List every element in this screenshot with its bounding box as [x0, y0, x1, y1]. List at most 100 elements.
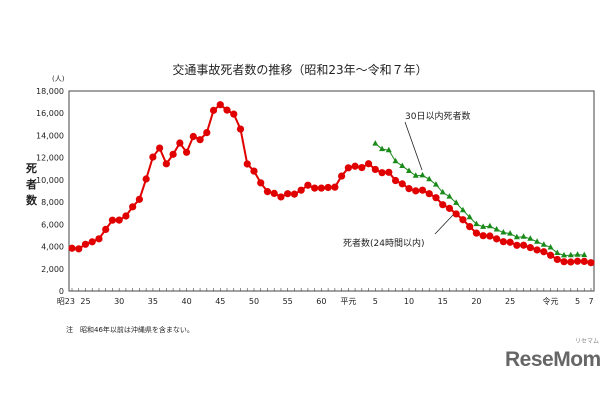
data-point-24h — [290, 190, 299, 198]
x-tick-label: 40 — [181, 297, 191, 306]
data-point-24h — [439, 201, 447, 209]
label-30day: 30日以内死者数 — [405, 110, 470, 122]
data-point-30day — [534, 238, 541, 244]
series-line-24h — [71, 103, 592, 264]
data-point-24h — [230, 110, 238, 118]
x-tick-label: 50 — [249, 297, 259, 306]
y-tick-label: 0 — [59, 287, 64, 296]
data-point-24h — [236, 125, 245, 133]
x-tick-label: 25 — [505, 297, 515, 306]
data-point-24h — [149, 153, 157, 161]
y-tick-label: 8,000 — [41, 198, 64, 207]
x-tick-label: 60 — [316, 297, 326, 306]
x-tick-label: 5 — [575, 297, 580, 306]
data-point-30day — [372, 140, 379, 146]
footnote: 注 昭和46年以前は沖縄県を含まない。 — [66, 325, 194, 334]
data-point-30day — [520, 233, 527, 239]
data-point-30day — [412, 172, 419, 178]
data-point-24h — [351, 162, 359, 170]
data-point-24h — [223, 106, 231, 114]
y-tick-label: 12,000 — [36, 154, 64, 163]
data-point-24h — [129, 203, 137, 211]
x-tick-label: 55 — [283, 297, 293, 306]
data-point-24h — [263, 188, 272, 196]
data-point-30day — [561, 251, 568, 258]
x-tick-label: 令元 — [543, 296, 559, 306]
data-point-30day — [453, 199, 460, 205]
data-point-24h — [68, 244, 76, 252]
data-point-24h — [169, 150, 177, 158]
data-point-24h — [506, 238, 514, 246]
data-point-24h — [270, 189, 278, 198]
data-point-30day — [480, 223, 487, 229]
data-point-24h — [344, 164, 352, 172]
y-tick-label: 14,000 — [36, 131, 64, 140]
data-point-24h — [432, 194, 440, 202]
data-point-24h — [297, 186, 305, 194]
data-point-24h — [358, 163, 366, 172]
data-point-24h — [459, 216, 467, 224]
data-point-24h — [540, 248, 548, 256]
data-point-30day — [486, 222, 493, 229]
data-point-30day — [527, 235, 534, 241]
data-point-30day — [399, 162, 406, 168]
y-unit: (人) — [52, 75, 65, 83]
data-point-24h — [142, 175, 150, 183]
x-tick-label: 5 — [373, 297, 378, 306]
data-point-24h — [533, 246, 541, 254]
y-axis-label: 死者数 — [25, 162, 38, 207]
data-point-30day — [379, 145, 386, 152]
y-tick-label: 2,000 — [41, 265, 64, 274]
data-point-24h — [102, 225, 110, 233]
data-point-24h — [587, 259, 595, 267]
data-point-24h — [499, 238, 507, 246]
data-point-24h — [317, 184, 325, 192]
data-point-30day — [432, 181, 439, 187]
data-point-24h — [216, 101, 224, 109]
data-point-24h — [156, 144, 164, 152]
data-point-24h — [553, 255, 561, 264]
data-point-24h — [573, 257, 582, 265]
data-point-24h — [243, 160, 251, 168]
data-point-30day — [473, 220, 480, 227]
resemom-logo-sub: リセマム — [575, 338, 600, 345]
data-point-30day — [419, 171, 426, 178]
data-point-30day — [500, 229, 507, 235]
data-point-24h — [479, 232, 487, 240]
data-point-24h — [378, 169, 386, 177]
x-tick-label: 15 — [438, 297, 448, 306]
data-point-24h — [311, 184, 319, 192]
y-tick-label: 16,000 — [36, 109, 64, 118]
data-point-30day — [392, 157, 399, 164]
chart-title: 交通事故死者数の推移（昭和23年～令和７年） — [172, 62, 427, 77]
y-tick-label: 6,000 — [41, 220, 64, 229]
plot-frame — [68, 90, 595, 292]
data-point-30day — [507, 230, 514, 236]
data-point-24h — [304, 181, 312, 189]
data-point-24h — [425, 190, 433, 198]
label-24h: 死者数(24時間以内) — [343, 237, 424, 249]
data-point-24h — [203, 129, 211, 137]
data-point-30day — [581, 251, 588, 258]
x-tick-label: 45 — [215, 297, 225, 306]
data-point-30day — [547, 243, 554, 250]
data-point-24h — [493, 235, 501, 243]
data-point-30day — [513, 233, 520, 240]
data-point-24h — [250, 167, 258, 175]
data-point-30day — [406, 167, 413, 173]
x-tick-label: 10 — [404, 297, 414, 306]
data-point-30day — [439, 188, 446, 195]
y-tick-label: 4,000 — [41, 243, 64, 252]
y-tick-label: 10,000 — [36, 176, 64, 185]
y-tick-label: 18,000 — [36, 87, 64, 96]
resemom-logo: ReseMom — [505, 348, 601, 371]
data-point-24h — [513, 241, 521, 249]
data-point-24h — [189, 132, 197, 141]
data-point-24h — [88, 238, 96, 246]
data-point-24h — [385, 168, 393, 176]
arrow-24h — [434, 214, 454, 235]
data-point-30day — [385, 146, 392, 153]
data-point-30day — [574, 251, 581, 257]
data-point-24h — [445, 204, 454, 212]
